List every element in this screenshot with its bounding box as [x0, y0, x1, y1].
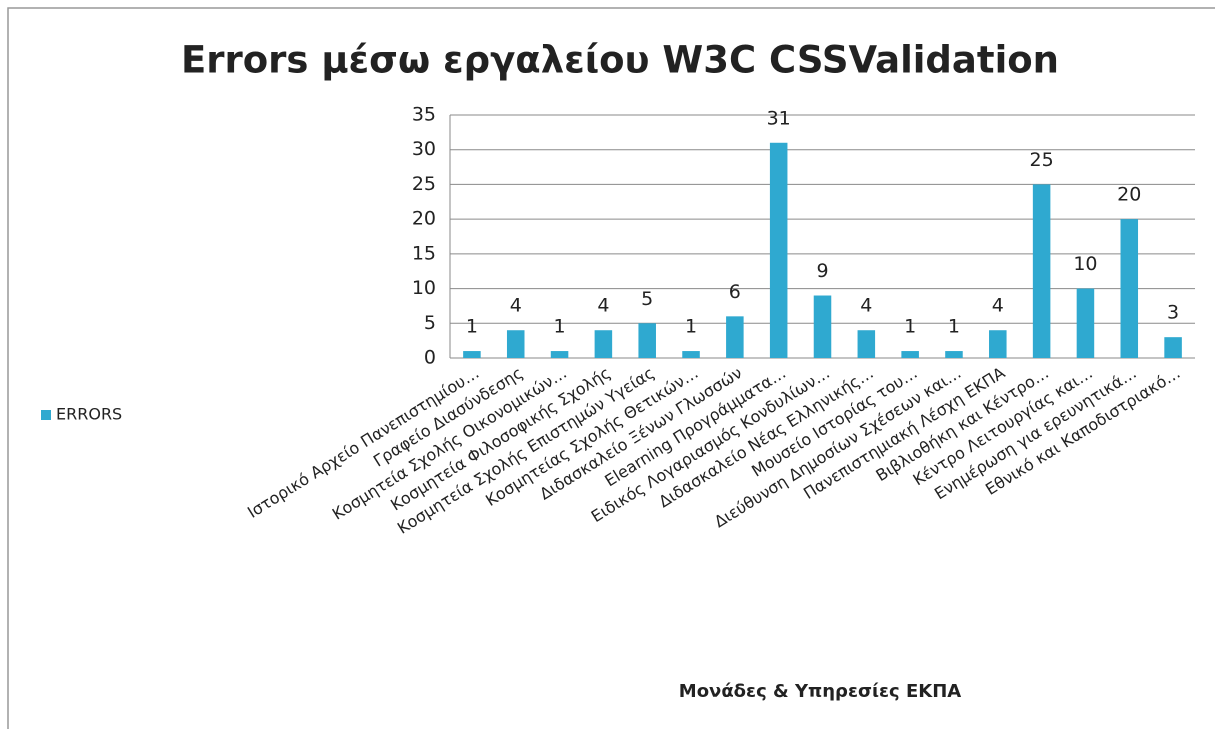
y-tick-label: 20 — [412, 208, 436, 230]
data-label: 31 — [767, 107, 791, 129]
data-label: 4 — [860, 295, 872, 317]
bar — [726, 316, 744, 358]
data-label: 1 — [466, 316, 478, 338]
data-label: 1 — [948, 316, 960, 338]
bar — [813, 295, 832, 358]
data-label: 25 — [1030, 149, 1054, 171]
data-label: 4 — [597, 295, 609, 317]
bar — [1032, 184, 1051, 358]
data-label: 6 — [729, 281, 741, 303]
y-tick-label: 15 — [412, 242, 436, 264]
data-label: 3 — [1167, 302, 1179, 324]
legend-swatch — [41, 410, 51, 420]
data-label: 9 — [816, 260, 828, 282]
bar — [901, 351, 919, 358]
data-label: 1 — [554, 316, 566, 338]
data-label: 4 — [510, 295, 522, 317]
data-label: 10 — [1073, 253, 1097, 275]
chart-title: Errors μέσω εργαλείου W3C CSSValidation — [181, 39, 1059, 82]
bar — [506, 330, 525, 358]
bar — [1120, 219, 1139, 358]
bar — [989, 330, 1007, 358]
y-tick-label: 25 — [412, 173, 436, 195]
y-tick-label: 0 — [424, 347, 436, 369]
y-tick-label: 30 — [412, 138, 436, 160]
x-axis-title: Μονάδες & Υπηρεσίες ΕΚΠΑ — [679, 681, 961, 702]
legend-label: ERRORS — [56, 405, 122, 424]
bar — [945, 351, 963, 358]
data-label: 20 — [1117, 184, 1141, 206]
bar — [550, 351, 569, 358]
bar — [857, 330, 876, 358]
bar — [594, 330, 613, 358]
data-label: 1 — [685, 316, 697, 338]
y-tick-label: 35 — [412, 104, 436, 126]
bar — [769, 142, 788, 358]
data-label: 4 — [992, 295, 1004, 317]
bar — [463, 351, 481, 358]
bar — [682, 351, 700, 358]
bar — [1076, 288, 1095, 358]
bar — [1164, 337, 1182, 358]
chart-border — [7, 7, 1215, 729]
y-tick-label: 5 — [424, 312, 436, 334]
bar — [638, 323, 656, 358]
data-label: 1 — [904, 316, 916, 338]
data-label: 5 — [641, 288, 653, 310]
y-tick-label: 10 — [412, 277, 436, 299]
